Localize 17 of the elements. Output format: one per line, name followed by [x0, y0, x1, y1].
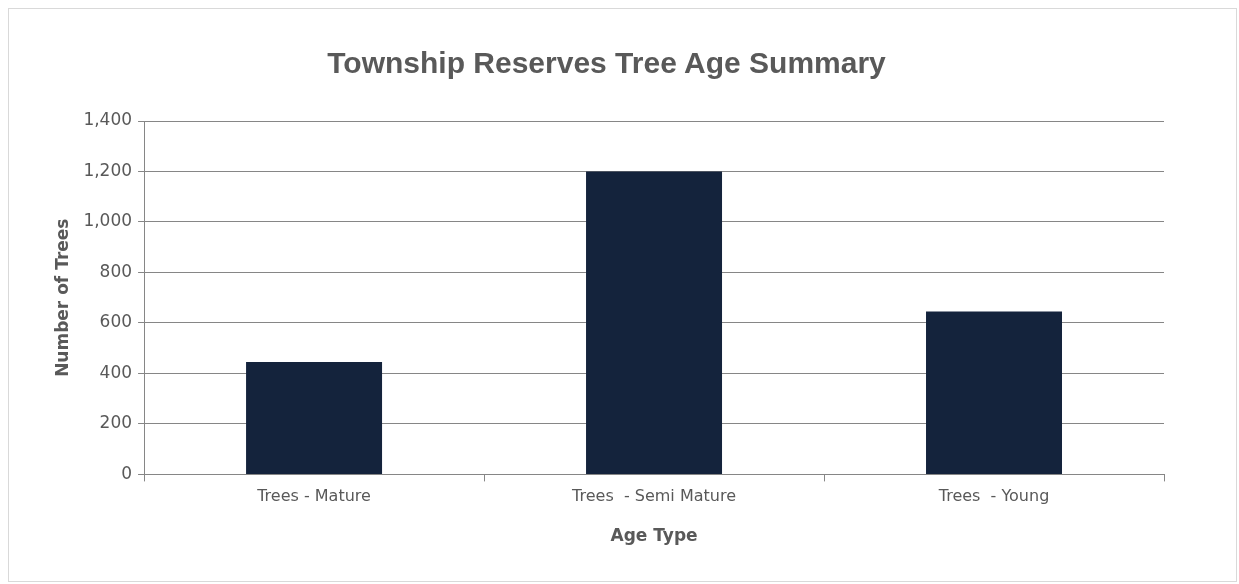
- x-axis-title: Age Type: [610, 525, 698, 546]
- chart-title: Township Reserves Tree Age Summary: [327, 46, 887, 80]
- x-tick-label: Trees - Mature: [256, 486, 371, 506]
- bar: [586, 171, 723, 474]
- bar: [246, 362, 383, 474]
- y-tick-label: 1,000: [83, 210, 133, 231]
- y-tick-label: 1,400: [83, 109, 133, 130]
- y-axis-title: Number of Trees: [51, 218, 72, 377]
- y-tick-label: 200: [99, 412, 133, 433]
- x-tick-label: Trees - Young: [937, 486, 1050, 506]
- y-tick-label: 600: [99, 311, 133, 332]
- x-tick-label: Trees - Semi Mature: [571, 486, 736, 506]
- y-tick-label: 0: [121, 462, 133, 483]
- y-tick-label: 1,200: [83, 159, 133, 180]
- y-tick-label: 400: [99, 361, 133, 382]
- bar: [926, 311, 1063, 474]
- y-tick-label: 800: [99, 260, 133, 281]
